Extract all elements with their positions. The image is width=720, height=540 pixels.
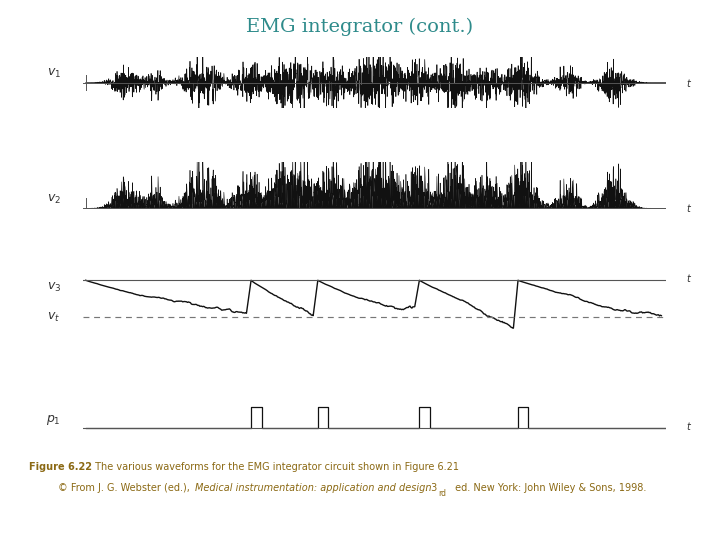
Text: Medical instrumentation: application and design: Medical instrumentation: application and… (194, 483, 431, 494)
Text: $v_1$: $v_1$ (47, 67, 61, 80)
Text: $v_2$: $v_2$ (47, 193, 60, 206)
Text: $v_3$: $v_3$ (47, 281, 61, 294)
Text: EMG integrator (cont.): EMG integrator (cont.) (246, 17, 474, 36)
Text: ed. New York: John Wiley & Sons, 1998.: ed. New York: John Wiley & Sons, 1998. (452, 483, 647, 494)
Text: © From J. G. Webster (ed.),: © From J. G. Webster (ed.), (58, 483, 193, 494)
Text: t: t (686, 274, 690, 284)
Text: The various waveforms for the EMG integrator circuit shown in Figure 6.21: The various waveforms for the EMG integr… (92, 462, 459, 472)
Text: t: t (686, 204, 690, 214)
Text: t: t (686, 79, 690, 89)
Text: . 3: . 3 (425, 483, 437, 494)
Text: Figure 6.22: Figure 6.22 (29, 462, 92, 472)
Text: t: t (686, 422, 690, 432)
Text: rd: rd (438, 489, 446, 498)
Text: $v_t$: $v_t$ (48, 311, 60, 324)
Text: $p_1$: $p_1$ (46, 413, 61, 427)
